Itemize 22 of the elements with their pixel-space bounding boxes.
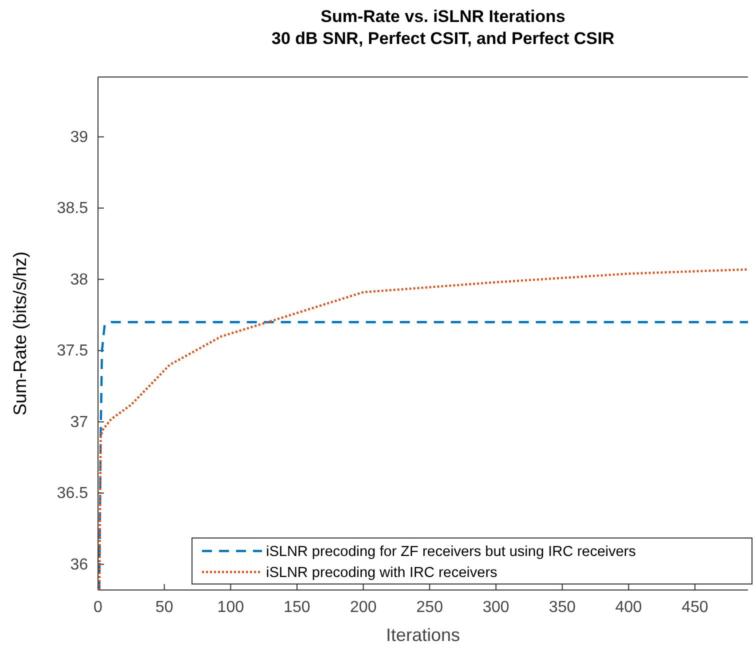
- legend-label: iSLNR precoding with IRC receivers: [266, 565, 498, 581]
- y-axis-title: Sum-Rate (bits/s/hz): [10, 251, 30, 416]
- legend-label: iSLNR precoding for ZF receivers but using IRC receivers: [266, 544, 636, 560]
- y-tick-label: 36: [70, 556, 88, 574]
- x-tick-label: 100: [217, 599, 244, 616]
- y-tick-label: 39: [70, 128, 88, 146]
- y-tick-label: 37.5: [56, 342, 88, 360]
- y-tick-label: 38: [70, 271, 88, 288]
- y-tick-label: 37: [70, 414, 88, 431]
- x-tick-label: 350: [548, 599, 576, 616]
- x-tick-label: 250: [416, 599, 444, 616]
- x-tick-label: 300: [482, 599, 510, 616]
- x-tick-label: 150: [284, 599, 310, 616]
- x-tick-label: 200: [350, 599, 377, 616]
- y-tick-label: 38.5: [56, 200, 88, 218]
- y-tick-label: 36.5: [56, 485, 88, 502]
- x-tick-label: 450: [682, 599, 708, 616]
- chart-title: Sum-Rate vs. iSLNR Iterations 30 dB SNR, Perfect CSIT, and Perfect CSIR: [272, 7, 614, 48]
- x-tick-label: 0: [94, 599, 103, 616]
- x-axis-title: Iterations: [386, 625, 460, 645]
- x-tick-label: 50: [155, 599, 174, 616]
- x-tick-label: 400: [615, 599, 642, 616]
